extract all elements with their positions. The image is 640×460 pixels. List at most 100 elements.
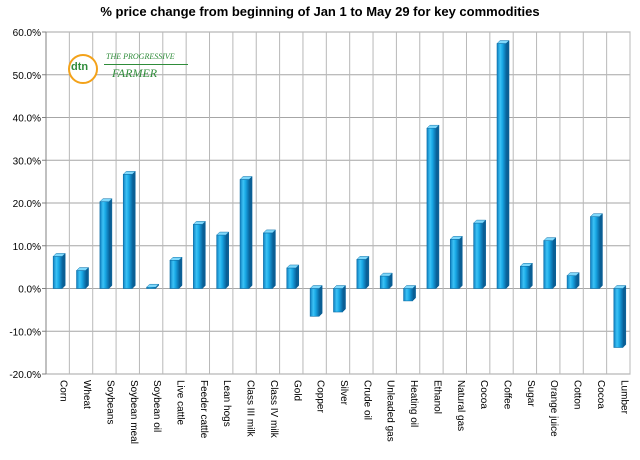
bar-side — [505, 39, 510, 290]
bar-top — [449, 236, 463, 240]
bar — [309, 288, 320, 317]
bar — [193, 224, 203, 289]
bar-top — [262, 229, 277, 234]
bar-side — [61, 252, 66, 290]
x-tick-label: Feeder cattle — [198, 380, 209, 439]
bar-top — [286, 264, 300, 269]
bar — [333, 288, 343, 313]
x-tick-label: Gold — [291, 380, 302, 401]
bar-side — [295, 264, 300, 290]
bar-side — [622, 284, 627, 349]
bar — [473, 222, 483, 289]
y-tick-label: 20.0% — [13, 199, 41, 210]
logo-line-1: THE PROGRESSIVE — [106, 52, 175, 61]
y-tick-label: -10.0% — [9, 327, 41, 338]
logo-divider — [104, 64, 188, 65]
bar-side — [178, 256, 183, 290]
x-tick-label: Cocoa — [478, 380, 489, 409]
bar — [263, 232, 273, 289]
x-tick-label: Class IV milk — [268, 380, 279, 439]
bar-top — [402, 285, 417, 289]
x-tick-label: Copper — [315, 380, 326, 413]
x-tick-label: Lumber — [618, 380, 629, 415]
x-tick-label: Coffee — [502, 380, 513, 410]
bar — [426, 127, 437, 289]
x-tick-label: Unleaded gas — [385, 380, 396, 442]
bar-top — [309, 285, 323, 289]
bar — [590, 216, 600, 289]
bar-top — [332, 285, 347, 289]
x-tick-label: Corn — [58, 380, 69, 402]
x-tick-label: Wheat — [81, 380, 92, 409]
bar — [76, 270, 86, 289]
bar-top — [613, 285, 627, 289]
bar-top — [239, 176, 253, 180]
bar-top — [75, 267, 90, 271]
bar-side — [435, 124, 440, 290]
bar-top — [169, 257, 183, 261]
bar — [169, 259, 180, 289]
bar — [543, 240, 554, 289]
bar-side — [132, 170, 136, 290]
bar-side — [459, 235, 463, 290]
bar — [216, 234, 226, 289]
x-tick-label: Silver — [338, 380, 349, 406]
bar — [99, 201, 110, 289]
bar-side — [225, 231, 229, 290]
bar-side — [599, 213, 603, 290]
bar — [613, 288, 624, 348]
bar-side — [272, 229, 276, 290]
bar — [286, 267, 297, 289]
y-tick-label: 40.0% — [13, 114, 41, 125]
x-tick-label: Lean hogs — [221, 380, 232, 427]
bar-side — [342, 284, 346, 313]
bar — [122, 174, 133, 289]
bar-top — [52, 253, 66, 257]
x-tick-label: Natural gas — [455, 380, 466, 431]
bar — [239, 179, 250, 289]
bar-side — [202, 220, 206, 290]
bar-side — [85, 266, 89, 290]
y-tick-label: 60.0% — [13, 28, 41, 39]
bar-top — [122, 171, 136, 175]
bar-top — [216, 231, 230, 236]
bar-top — [473, 219, 487, 224]
bar-top — [543, 237, 557, 241]
x-tick-label: Cotton — [572, 380, 583, 409]
x-tick-label: Class III milk — [245, 380, 256, 438]
bar-side — [482, 219, 486, 290]
x-tick-label: Soybean meal — [128, 380, 139, 444]
logo-line-2: FARMER — [112, 66, 158, 80]
x-tick-label: Cocoa — [595, 380, 606, 409]
bar-top — [146, 283, 160, 288]
progressive-farmer-logo: dtn THE PROGRESSIVE FARMER — [64, 52, 188, 86]
bar-side — [552, 237, 556, 290]
x-tick-label: Live cattle — [174, 380, 185, 425]
y-tick-label: 10.0% — [13, 242, 41, 253]
bar-top — [566, 272, 580, 276]
y-tick-label: -20.0% — [9, 370, 41, 381]
x-tick-label: Orange juice — [548, 380, 559, 437]
bar — [379, 275, 390, 289]
bar-side — [248, 175, 253, 290]
bar-top — [589, 213, 604, 217]
bar — [403, 288, 413, 302]
x-tick-label: Crude oil — [361, 380, 372, 420]
x-tick-label: Soybean oil — [151, 380, 162, 432]
bar-side — [365, 255, 370, 290]
bar-top — [192, 221, 206, 225]
y-tick-label: 50.0% — [13, 71, 41, 82]
bar-top — [379, 272, 393, 277]
x-tick-label: Heating oil — [408, 380, 419, 427]
x-tick-label: Sugar — [525, 380, 536, 407]
bar — [566, 275, 577, 289]
bar-top — [496, 40, 510, 44]
chart-title: % price change from beginning of Jan 1 t… — [100, 4, 540, 19]
bar-side — [318, 284, 323, 317]
bar-top — [356, 256, 370, 260]
bar — [520, 265, 530, 289]
bar-side — [529, 262, 533, 290]
dtn-logo-text: dtn — [71, 61, 89, 73]
